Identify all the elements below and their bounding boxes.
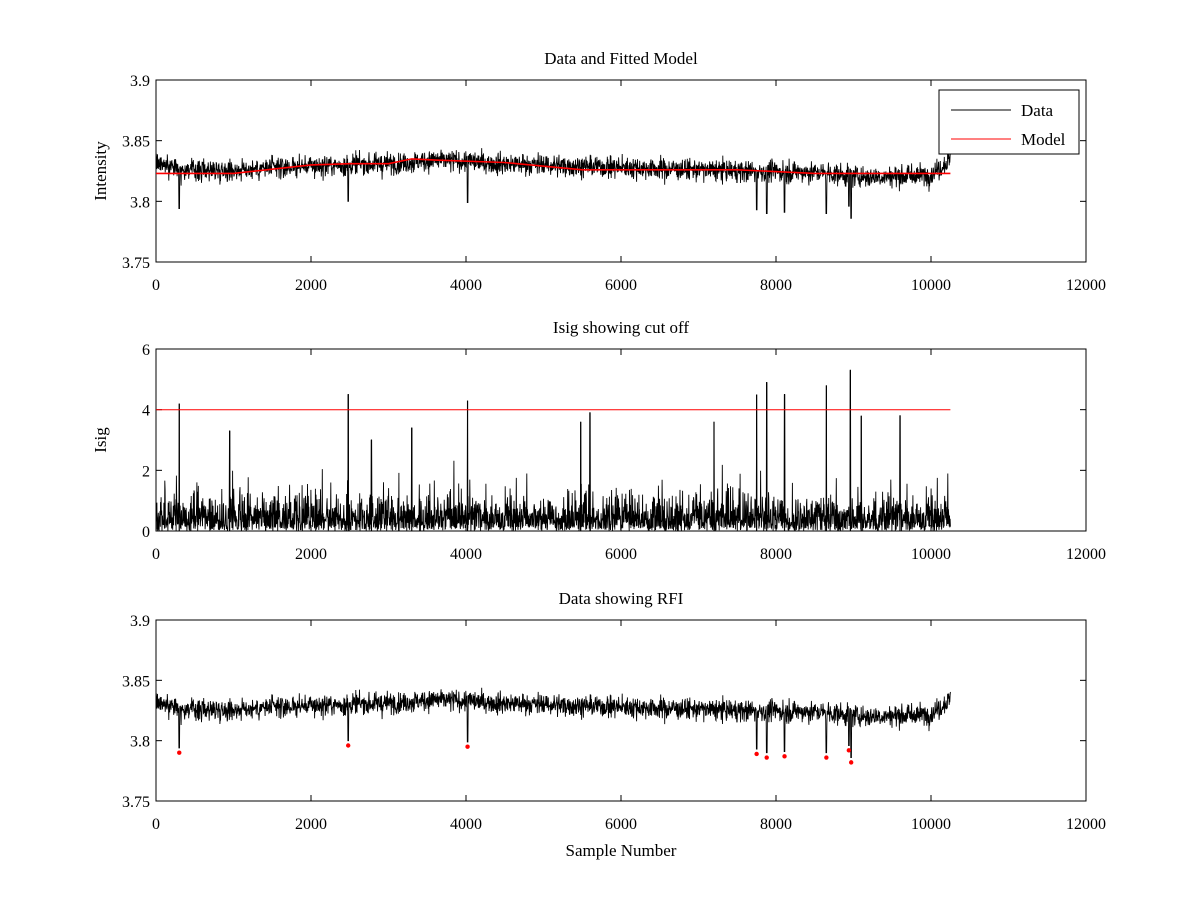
x-tick-label: 0 (152, 816, 160, 833)
panel-1: Data and Fitted Model 0 2000 4000 6000 8000 10… (91, 49, 1106, 294)
data-line (156, 148, 951, 219)
y-tick-label: 0 (142, 524, 150, 541)
rfi-point (848, 760, 854, 765)
x-tick-label: 6000 (605, 277, 637, 294)
legend-label: Data (1021, 101, 1054, 120)
panel-2: Isig showing cut off 0 2000 4000 6000 8000 100… (91, 318, 1106, 563)
x-tick-label: 12000 (1066, 277, 1106, 294)
x-tick-label: 4000 (450, 277, 482, 294)
y-tick-label: 2 (142, 463, 150, 480)
y-axis-label: Intensity (91, 141, 110, 201)
y-tick-label: 3.9 (130, 613, 150, 630)
x-tick-label: 4000 (450, 816, 482, 833)
y-tick-label: 3.75 (122, 255, 150, 272)
x-tick-label: 2000 (295, 546, 327, 563)
panel-3: Data showing RFI 0 2000 4000 6000 8000 10000 12… (122, 589, 1106, 860)
model-line (156, 158, 951, 175)
x-tick-label: 8000 (760, 816, 792, 833)
x-tick-label: 12000 (1066, 546, 1106, 563)
y-axis-label: Isig (91, 427, 110, 453)
chart-title: Data and Fitted Model (544, 49, 698, 68)
rfi-point (346, 743, 351, 748)
legend-box (938, 89, 1080, 155)
y-tick-label: 3.8 (130, 734, 150, 751)
x-tick-label: 2000 (295, 816, 327, 833)
legend: Data Model (938, 89, 1080, 155)
chart-title: Data showing RFI (559, 589, 684, 608)
rfi-point (465, 744, 470, 749)
y-tick-label: 3.75 (122, 794, 150, 811)
data-line (156, 687, 951, 759)
rfi-point (764, 755, 769, 760)
rfi-point (782, 754, 787, 759)
rfi-point (846, 748, 852, 753)
x-tick-label: 0 (152, 277, 160, 294)
y-tick-label: 3.9 (130, 73, 150, 90)
x-tick-label: 10000 (911, 816, 951, 833)
x-tick-label: 10000 (911, 546, 951, 563)
y-tick-label: 4 (142, 403, 150, 420)
chart-title: Isig showing cut off (553, 318, 689, 337)
rfi-point (177, 750, 182, 755)
x-tick-label: 2000 (295, 277, 327, 294)
x-axis-label: Sample Number (566, 841, 677, 860)
x-tick-label: 12000 (1066, 816, 1106, 833)
rfi-point (824, 755, 829, 760)
x-tick-label: 6000 (605, 546, 637, 563)
y-tick-label: 3.8 (130, 194, 150, 211)
x-tick-label: 6000 (605, 816, 637, 833)
x-tick-label: 8000 (760, 277, 792, 294)
y-tick-label: 6 (142, 342, 150, 359)
x-tick-label: 10000 (911, 277, 951, 294)
x-tick-label: 0 (152, 546, 160, 563)
isig-line (156, 369, 951, 531)
x-tick-label: 8000 (760, 546, 792, 563)
y-tick-label: 3.85 (122, 673, 150, 690)
y-tick-label: 3.85 (122, 134, 150, 151)
x-tick-label: 4000 (450, 546, 482, 563)
rfi-point (754, 751, 759, 757)
legend-label: Model (1021, 130, 1066, 149)
